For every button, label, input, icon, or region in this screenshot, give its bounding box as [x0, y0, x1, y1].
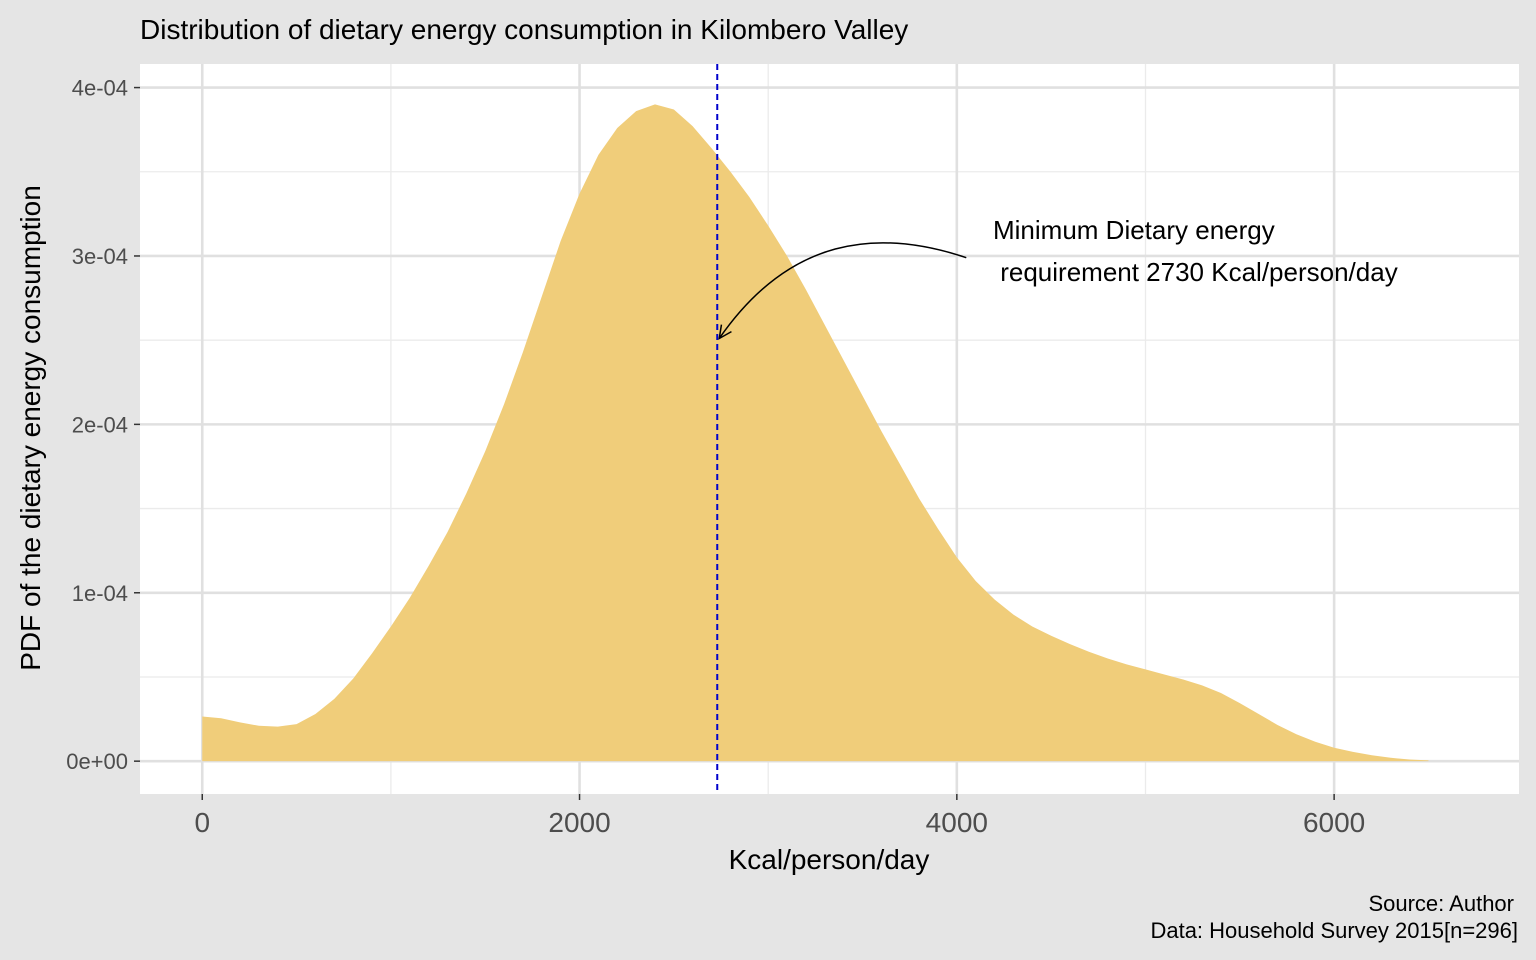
- x-axis-title: Kcal/person/day: [729, 844, 930, 875]
- annotation-arrow-head: [718, 324, 732, 340]
- x-tick-label: 2000: [548, 807, 610, 838]
- x-tick-label: 4000: [926, 807, 988, 838]
- y-tick-label: 2e-04: [72, 412, 128, 437]
- axes: 0e+00 1e-04 2e-04 3e-04 4e-04 0 2000 4000 6000: [66, 76, 1365, 838]
- y-tick-label: 4e-04: [72, 76, 128, 101]
- y-tick-label: 1e-04: [72, 581, 128, 606]
- caption-data: Data: Household Survey 2015[n=296]: [1150, 918, 1518, 943]
- y-tick-label: 3e-04: [72, 244, 128, 269]
- density-area: [202, 104, 1429, 762]
- annotation-text-line1: Minimum Dietary energy: [993, 215, 1275, 245]
- x-tick-label: 6000: [1303, 807, 1365, 838]
- annotation-arrow: [718, 242, 967, 339]
- y-tick-label: 0e+00: [66, 749, 128, 774]
- annotation-text-line2: requirement 2730 Kcal/person/day: [993, 257, 1398, 287]
- x-tick-label: 0: [194, 807, 210, 838]
- caption-source: Source: Author: [1368, 891, 1514, 916]
- y-axis-title: PDF of the dietary energy consumption: [15, 185, 46, 671]
- chart-title: Distribution of dietary energy consumpti…: [140, 14, 908, 45]
